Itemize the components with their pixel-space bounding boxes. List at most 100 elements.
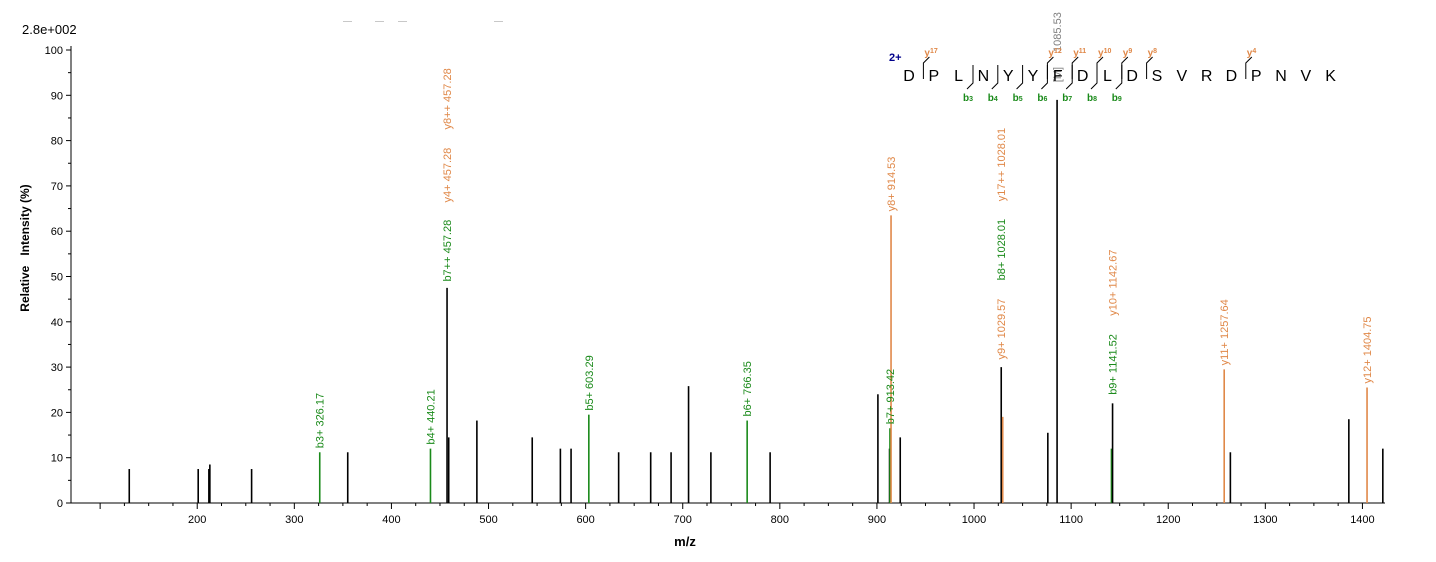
x-tick-label: 200 <box>188 514 206 526</box>
y-tick-label: 30 <box>51 362 63 374</box>
sequence-residue: D <box>1077 68 1089 85</box>
y-fragment-number: 8 <box>1153 48 1157 55</box>
y-fragment-label: y9 <box>1123 48 1133 59</box>
y-fragment-mark <box>922 56 930 79</box>
peak-label: b5+ 603.29 <box>584 355 596 410</box>
sequence-residue: D <box>903 68 915 85</box>
sequence-residue: L <box>954 68 963 85</box>
x-tick-label: 700 <box>674 514 692 526</box>
x-tick-label: 900 <box>868 514 886 526</box>
sequence-residue: P <box>1251 68 1262 85</box>
peak-label: b8+ 1028.01 <box>996 219 1008 280</box>
b-fragment-mark <box>1065 65 1073 90</box>
y-fragment-number: 11 <box>1079 48 1087 55</box>
sequence-residue: D <box>1226 68 1238 85</box>
peak-label: b3+ 326.17 <box>315 393 327 448</box>
y-fragment-number: 9 <box>1128 48 1132 55</box>
peak-label: y8++ 457.28 <box>442 68 454 129</box>
y-fragment-ion: y <box>1247 48 1253 59</box>
sequence-residue: P <box>928 68 939 85</box>
y-fragment-ion: y <box>1098 48 1104 59</box>
faint-dash <box>398 21 407 22</box>
y-fragment-number: 4 <box>1252 48 1256 55</box>
y-fragment-number: 10 <box>1104 48 1112 55</box>
y-tick-label: 10 <box>51 453 63 465</box>
peak-label: b7++ 457.28 <box>442 220 454 282</box>
y-fragment-mark <box>1146 56 1153 79</box>
b-fragment-number: 4 <box>994 96 998 103</box>
sequence-residue: L <box>1103 68 1112 85</box>
y-fragment-label: y17 <box>924 48 937 59</box>
b-fragment-label: b5 <box>1013 93 1023 104</box>
b-fragment-number: 8 <box>1093 96 1097 103</box>
faint-dash <box>343 21 352 22</box>
peak-label: y10+ 1142.67 <box>1108 250 1120 316</box>
y-tick-label: 80 <box>51 136 63 148</box>
y-tick-label: 20 <box>51 407 63 419</box>
b-fragment-mark <box>991 65 999 90</box>
b-fragment-mark <box>1041 65 1048 90</box>
y-fragment-label: y8 <box>1148 48 1158 59</box>
faint-dash <box>494 21 503 22</box>
y-fragment-ion: y <box>1048 48 1054 59</box>
y-fragment-ion: y <box>1073 48 1079 59</box>
peak-label: [M] <box>1052 67 1064 82</box>
sequence-residue: K <box>1325 68 1336 85</box>
peak-label: b4+ 440.21 <box>425 389 437 444</box>
b-fragment-ion: b <box>1013 93 1019 104</box>
y-fragment-label: y11 <box>1073 48 1086 59</box>
b-fragment-ion: b <box>1087 93 1093 104</box>
y-tick-label: 100 <box>45 45 63 57</box>
sequence-residue: Y <box>1028 68 1039 85</box>
x-tick-label: 800 <box>771 514 789 526</box>
peak-label: 1085.53 <box>1052 12 1064 52</box>
faint-dash <box>375 21 384 22</box>
b-fragment-number: 9 <box>1118 96 1122 103</box>
y-fragment-number: 12 <box>1054 48 1062 55</box>
b-fragment-number: 6 <box>1044 96 1048 103</box>
peak-label: b6+ 766.35 <box>742 361 754 416</box>
x-tick-label: 1000 <box>962 514 986 526</box>
sequence-residue: R <box>1201 68 1213 85</box>
peak-label: y12+ 1404.75 <box>1362 317 1374 384</box>
b-fragment-label: b3 <box>963 93 973 104</box>
sequence-residue: F <box>1053 68 1063 85</box>
b-fragment-ion: b <box>1062 93 1068 104</box>
b-fragment-mark <box>1090 65 1098 90</box>
peak-label: y9+ 1029.57 <box>996 299 1008 360</box>
peak-label: b9+ 1141.52 <box>1108 334 1120 395</box>
b-fragment-mark <box>966 65 974 90</box>
b-fragment-ion: b <box>988 93 994 104</box>
y-fragment-ion: y <box>1123 48 1129 59</box>
b-fragment-ion: b <box>1112 93 1118 104</box>
y-tick-label: 0 <box>57 498 63 510</box>
peak-label: y8+ 914.53 <box>886 157 898 212</box>
peak-label: b7+ 913.42 <box>885 369 897 424</box>
b-fragment-label: b9 <box>1112 93 1122 104</box>
sequence-residue: Y <box>1003 68 1014 85</box>
x-tick-label: 400 <box>382 514 400 526</box>
y-fragment-label: y4 <box>1247 48 1257 59</box>
max-intensity-label: 2.8e+002 <box>22 22 77 37</box>
y-fragment-number: 17 <box>930 48 938 55</box>
y-fragment-label: y12 <box>1048 48 1061 59</box>
x-tick-label: 500 <box>479 514 497 526</box>
x-tick-label: 300 <box>285 514 303 526</box>
sequence-residue: D <box>1126 68 1138 85</box>
peak-label: y17++ 1028.01 <box>996 128 1008 201</box>
x-tick-label: 1400 <box>1350 514 1374 526</box>
b-fragment-mark <box>1115 65 1123 90</box>
sequence-residue: N <box>1275 68 1287 85</box>
x-axis-label: m/z <box>674 534 696 549</box>
y-fragment-ion: y <box>924 48 930 59</box>
y-fragment-label: y10 <box>1098 48 1111 59</box>
b-fragment-number: 3 <box>969 96 973 103</box>
peak-labels-layer: b3+ 326.17 b4+ 440.21 b5+ 603.29 b6+ 766.35… <box>315 12 1374 448</box>
sequence-residue: V <box>1176 68 1187 85</box>
y-tick-label: 40 <box>51 317 63 329</box>
y-tick-label: 60 <box>51 226 63 238</box>
b-fragment-label: b8 <box>1087 93 1097 104</box>
sequence-residue: S <box>1152 68 1163 85</box>
